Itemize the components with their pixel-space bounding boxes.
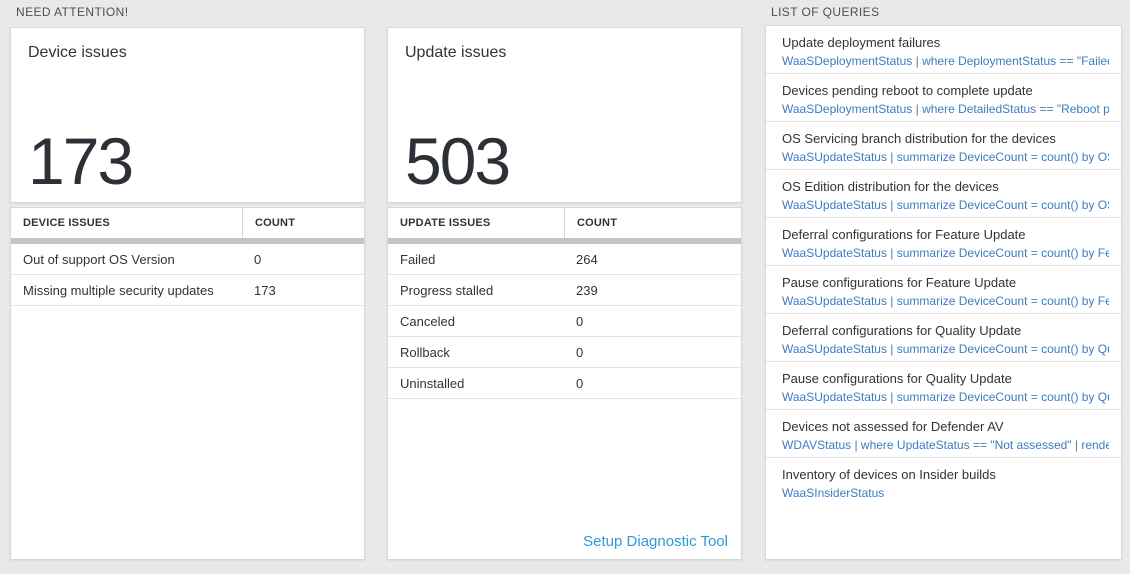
- device-issues-count: 173: [28, 124, 134, 198]
- query-title: Deferral configurations for Feature Upda…: [782, 227, 1026, 242]
- update-issues-table-card: UPDATE ISSUES COUNT Failed 264 Progress …: [387, 207, 742, 560]
- query-text: WDAVStatus | where UpdateStatus == "Not …: [782, 438, 1109, 452]
- query-text: WaaSDeploymentStatus | where DeploymentS…: [782, 54, 1109, 68]
- issue-label: Missing multiple security updates: [23, 282, 214, 298]
- count-column-header: COUNT: [577, 217, 618, 229]
- query-list-item[interactable]: OS Servicing branch distribution for the…: [766, 122, 1121, 170]
- list-of-queries-panel: Update deployment failures WaaSDeploymen…: [765, 25, 1122, 560]
- update-issues-rows: Failed 264 Progress stalled 239 Canceled…: [388, 244, 741, 399]
- update-issues-count: 503: [405, 124, 511, 198]
- query-title: Pause configurations for Feature Update: [782, 275, 1017, 290]
- query-text: WaaSUpdateStatus | summarize DeviceCount…: [782, 150, 1109, 164]
- query-text: WaaSUpdateStatus | summarize DeviceCount…: [782, 198, 1109, 212]
- issue-count: 0: [576, 375, 584, 391]
- issue-count: 173: [254, 282, 276, 298]
- update-issues-column-header: UPDATE ISSUES: [388, 208, 565, 238]
- table-scroll-indicator: [388, 238, 741, 244]
- query-title: Deferral configurations for Quality Upda…: [782, 323, 1022, 338]
- issue-label: Canceled: [400, 313, 455, 329]
- table-row[interactable]: Rollback 0: [388, 337, 741, 368]
- query-list-item[interactable]: Deferral configurations for Feature Upda…: [766, 218, 1121, 266]
- query-text: WaaSUpdateStatus | summarize DeviceCount…: [782, 390, 1109, 404]
- issue-count: 0: [576, 313, 584, 329]
- query-list-item[interactable]: Pause configurations for Feature Update …: [766, 266, 1121, 314]
- query-title: Update deployment failures: [782, 35, 941, 50]
- issue-label: Uninstalled: [400, 375, 465, 391]
- table-row[interactable]: Out of support OS Version 0: [11, 244, 364, 275]
- table-row[interactable]: Progress stalled 239: [388, 275, 741, 306]
- query-text: WaaSUpdateStatus | summarize DeviceCount…: [782, 246, 1109, 260]
- query-title: Devices pending reboot to complete updat…: [782, 83, 1033, 98]
- table-row[interactable]: Failed 264: [388, 244, 741, 275]
- table-scroll-indicator: [11, 238, 364, 244]
- query-text: WaaSDeploymentStatus | where DetailedSta…: [782, 102, 1109, 116]
- query-list-item[interactable]: Inventory of devices on Insider builds W…: [766, 458, 1121, 506]
- query-text: WaaSUpdateStatus | summarize DeviceCount…: [782, 294, 1109, 308]
- device-issues-tile[interactable]: Device issues 173: [10, 27, 365, 203]
- table-row[interactable]: Missing multiple security updates 173: [11, 275, 364, 306]
- issue-label: Failed: [400, 251, 436, 267]
- query-list-item[interactable]: Update deployment failures WaaSDeploymen…: [766, 26, 1121, 74]
- query-text: WaaSInsiderStatus: [782, 486, 885, 500]
- query-list-item[interactable]: Devices pending reboot to complete updat…: [766, 74, 1121, 122]
- query-text: WaaSUpdateStatus | summarize DeviceCount…: [782, 342, 1109, 356]
- table-row[interactable]: Uninstalled 0: [388, 368, 741, 399]
- query-title: OS Servicing branch distribution for the…: [782, 131, 1056, 146]
- query-title: Devices not assessed for Defender AV: [782, 419, 1004, 434]
- list-of-queries-section-label: LIST OF QUERIES: [771, 5, 880, 19]
- device-issues-title: Device issues: [28, 44, 127, 61]
- table-row[interactable]: Canceled 0: [388, 306, 741, 337]
- query-list: Update deployment failures WaaSDeploymen…: [766, 26, 1121, 506]
- issue-label: Out of support OS Version: [23, 251, 175, 267]
- need-attention-section-label: NEED ATTENTION!: [16, 5, 129, 19]
- query-list-item[interactable]: OS Edition distribution for the devices …: [766, 170, 1121, 218]
- issue-count: 264: [576, 251, 598, 267]
- count-column-header: COUNT: [255, 217, 296, 229]
- query-list-item[interactable]: Pause configurations for Quality Update …: [766, 362, 1121, 410]
- setup-diagnostic-tool-link[interactable]: Setup Diagnostic Tool: [583, 533, 728, 550]
- update-issues-title: Update issues: [405, 44, 507, 61]
- device-issues-column-header: DEVICE ISSUES: [11, 208, 243, 238]
- issue-label: Progress stalled: [400, 282, 494, 298]
- query-list-item[interactable]: Deferral configurations for Quality Upda…: [766, 314, 1121, 362]
- query-title: Inventory of devices on Insider builds: [782, 467, 996, 482]
- issue-count: 0: [576, 344, 584, 360]
- device-issues-table-header: DEVICE ISSUES COUNT: [11, 208, 364, 238]
- update-issues-tile[interactable]: Update issues 503: [387, 27, 742, 203]
- issue-count: 0: [254, 251, 262, 267]
- device-issues-table-card: DEVICE ISSUES COUNT Out of support OS Ve…: [10, 207, 365, 560]
- device-issues-rows: Out of support OS Version 0 Missing mult…: [11, 244, 364, 306]
- issue-count: 239: [576, 282, 598, 298]
- query-list-item[interactable]: Devices not assessed for Defender AV WDA…: [766, 410, 1121, 458]
- query-title: OS Edition distribution for the devices: [782, 179, 999, 194]
- query-title: Pause configurations for Quality Update: [782, 371, 1012, 386]
- update-issues-table-header: UPDATE ISSUES COUNT: [388, 208, 741, 238]
- issue-label: Rollback: [400, 344, 450, 360]
